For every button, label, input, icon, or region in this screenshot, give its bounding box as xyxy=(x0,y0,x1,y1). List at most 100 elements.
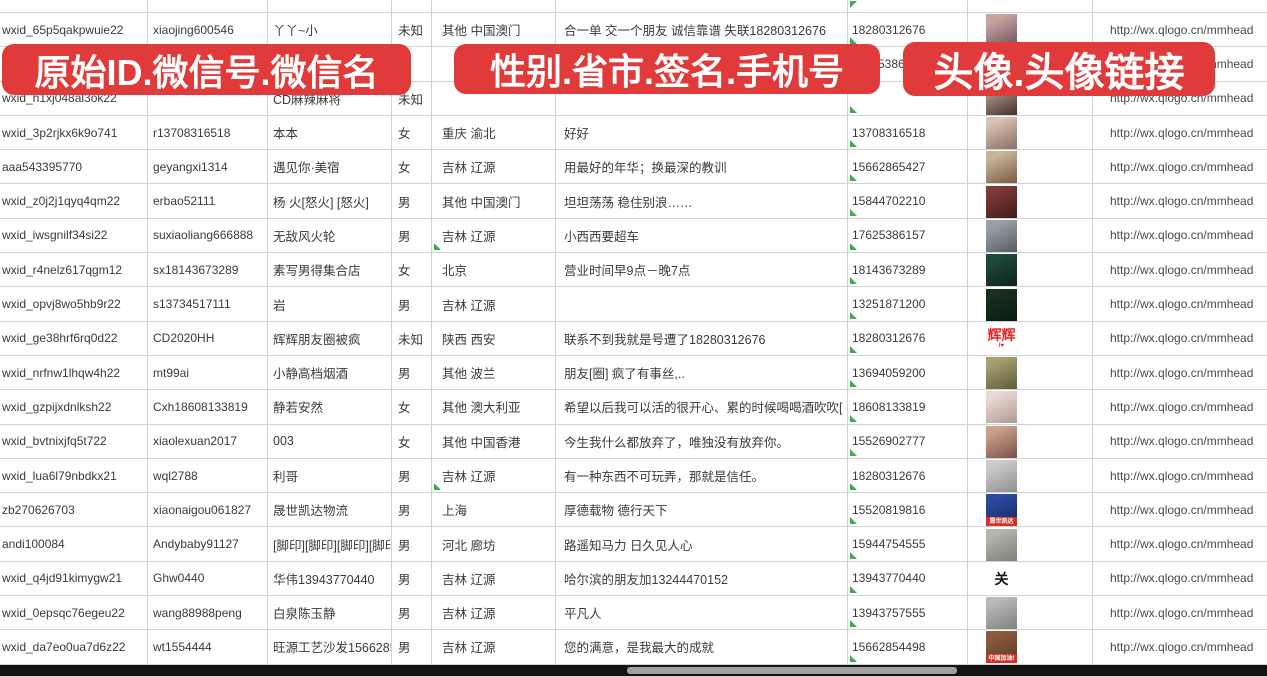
cell-wechat-name[interactable]: 旺源工艺沙发15662854 xyxy=(268,630,392,665)
cell-phone[interactable]: 15844702210 xyxy=(848,184,968,219)
cell-wechat-id[interactable]: Cxh18608133819 xyxy=(148,390,268,425)
cell-signature[interactable]: 希望以后我可以活的很开心、累的时候喝喝酒吹吹[ xyxy=(556,390,848,425)
cell-wechat-name[interactable] xyxy=(268,0,392,13)
cell-wechat-name[interactable]: 本本 xyxy=(268,115,392,151)
cell-signature[interactable]: 好好 xyxy=(556,115,848,151)
cell-gender[interactable]: 女 xyxy=(392,150,432,185)
cell-avatar-link[interactable]: http://wx.qlogo.cn/mmhead xyxy=(1093,13,1267,48)
cell-wechat-name[interactable]: 丫丫~小 xyxy=(268,13,392,48)
cell-region[interactable]: 陕西 西安 xyxy=(432,321,556,356)
cell-avatar[interactable] xyxy=(968,596,1093,631)
cell-original-id[interactable]: andi100084 xyxy=(0,527,148,562)
cell-avatar-link[interactable]: http://wx.qlogo.cn/mmhead xyxy=(1093,458,1267,494)
cell-avatar[interactable] xyxy=(968,458,1093,494)
cell-wechat-name[interactable]: 003 xyxy=(268,424,392,459)
cell-gender[interactable]: 男 xyxy=(392,493,432,528)
cell-wechat-id[interactable]: Andybaby91127 xyxy=(148,527,268,562)
cell-original-id[interactable]: zb270626703 xyxy=(0,493,148,528)
cell-avatar-link[interactable]: http://wx.qlogo.cn/mmhead xyxy=(1093,630,1267,665)
cell-region[interactable]: 吉林 辽源 xyxy=(432,596,556,631)
cell-signature[interactable]: 朋友[圈] 疯了有事丝,.. xyxy=(556,355,848,391)
cell-phone[interactable]: 13943757555 xyxy=(848,596,968,631)
cell-region[interactable]: 上海 xyxy=(432,493,556,528)
cell-original-id[interactable]: wxid_z0j2j1qyq4qm22 xyxy=(0,184,148,219)
cell-original-id[interactable]: wxid_65p5qakpwuie22 xyxy=(0,13,148,48)
cell-original-id[interactable]: wxid_gzpijxdnlksh22 xyxy=(0,390,148,425)
cell-avatar[interactable] xyxy=(968,527,1093,562)
cell-gender[interactable]: 男 xyxy=(392,527,432,562)
cell-gender[interactable]: 女 xyxy=(392,253,432,288)
cell-wechat-name[interactable]: 素写男得集合店 xyxy=(268,253,392,288)
cell-region[interactable]: 其他 澳大利亚 xyxy=(432,390,556,425)
cell-gender[interactable] xyxy=(392,0,432,13)
cell-signature[interactable]: 厚德载物 德行天下 xyxy=(556,493,848,528)
cell-avatar-link[interactable]: http://wx.qlogo.cn/mmhead xyxy=(1093,424,1267,459)
cell-phone[interactable]: 18608133819 xyxy=(848,390,968,425)
cell-wechat-id[interactable]: mt99ai xyxy=(148,355,268,391)
cell-avatar-link[interactable]: http://wx.qlogo.cn/mmhead xyxy=(1093,561,1267,597)
cell-phone[interactable] xyxy=(848,0,968,13)
cell-signature[interactable]: 用最好的年华；换最深的教训 xyxy=(556,150,848,185)
cell-gender[interactable]: 男 xyxy=(392,287,432,322)
cell-signature[interactable]: 路遥知马力 日久见人心 xyxy=(556,527,848,562)
cell-wechat-id[interactable]: suxiaoliang666888 xyxy=(148,218,268,254)
cell-region[interactable]: 吉林 辽源 xyxy=(432,150,556,185)
cell-gender[interactable]: 未知 xyxy=(392,321,432,356)
cell-wechat-name[interactable]: 利哥 xyxy=(268,458,392,494)
cell-avatar-link[interactable]: http://wx.qlogo.cn/mmhead xyxy=(1093,390,1267,425)
cell-wechat-id[interactable]: geyangxi1314 xyxy=(148,150,268,185)
cell-phone[interactable]: 13708316518 xyxy=(848,115,968,151)
cell-region[interactable]: 吉林 辽源 xyxy=(432,218,556,254)
cell-avatar-link[interactable]: http://wx.qlogo.cn/mmhead xyxy=(1093,150,1267,185)
cell-original-id[interactable]: wxid_bvtnixjfq5t722 xyxy=(0,424,148,459)
cell-gender[interactable]: 男 xyxy=(392,561,432,597)
cell-phone[interactable]: 17625386157 xyxy=(848,218,968,254)
cell-wechat-id[interactable]: xiaonaigou061827 xyxy=(148,493,268,528)
cell-wechat-name[interactable]: [脚印][脚印][脚印][脚印 xyxy=(268,527,392,562)
cell-original-id[interactable]: wxid_da7eo0ua7d6z22 xyxy=(0,630,148,665)
cell-wechat-name[interactable]: 杨 火[怒火] [怒火] xyxy=(268,184,392,219)
cell-phone[interactable]: 15662854498 xyxy=(848,630,968,665)
cell-phone[interactable]: 15526902777 xyxy=(848,424,968,459)
cell-phone[interactable]: 18280312676 xyxy=(848,458,968,494)
cell-original-id[interactable]: aaa543395770 xyxy=(0,150,148,185)
cell-original-id[interactable]: wxid_iwsgnilf34si22 xyxy=(0,218,148,254)
cell-original-id[interactable]: wxid_lua6l79nbdkx21 xyxy=(0,458,148,494)
cell-wechat-id[interactable]: wt1554444 xyxy=(148,630,268,665)
cell-signature[interactable]: 坦坦荡荡 稳住别浪…… xyxy=(556,184,848,219)
cell-phone[interactable]: 15520819816 xyxy=(848,493,968,528)
cell-signature[interactable]: 今生我什么都放弃了，唯独没有放弃你。 xyxy=(556,424,848,459)
cell-original-id[interactable]: wxid_ge38hrf6rq0d22 xyxy=(0,321,148,356)
cell-signature[interactable]: 小西西要超车 xyxy=(556,218,848,254)
cell-gender[interactable]: 男 xyxy=(392,218,432,254)
cell-avatar[interactable] xyxy=(968,184,1093,219)
cell-wechat-name[interactable]: 静若安然 xyxy=(268,390,392,425)
cell-wechat-name[interactable]: 无敌风火轮 xyxy=(268,218,392,254)
cell-region[interactable]: 重庆 渝北 xyxy=(432,115,556,151)
cell-original-id[interactable]: wxid_0epsqc76egeu22 xyxy=(0,596,148,631)
cell-avatar[interactable] xyxy=(968,424,1093,459)
cell-region[interactable] xyxy=(432,0,556,13)
cell-wechat-id[interactable]: erbao52111 xyxy=(148,184,268,219)
cell-avatar-link[interactable]: http://wx.qlogo.cn/mmhead xyxy=(1093,184,1267,219)
cell-phone[interactable]: 13251871200 xyxy=(848,287,968,322)
cell-gender[interactable]: 男 xyxy=(392,630,432,665)
cell-avatar-link[interactable]: http://wx.qlogo.cn/mmhead xyxy=(1093,527,1267,562)
horizontal-scrollbar-track[interactable] xyxy=(0,665,1267,676)
cell-avatar[interactable]: 关 xyxy=(968,561,1093,597)
cell-phone[interactable]: 15944754555 xyxy=(848,527,968,562)
cell-signature[interactable]: 有一种东西不可玩弄，那就是信任。 xyxy=(556,458,848,494)
cell-region[interactable]: 吉林 辽源 xyxy=(432,458,556,494)
cell-signature[interactable]: 平凡人 xyxy=(556,596,848,631)
cell-region[interactable]: 其他 中国香港 xyxy=(432,424,556,459)
cell-avatar-link[interactable]: http://wx.qlogo.cn/mmhead xyxy=(1093,321,1267,356)
cell-original-id[interactable]: wxid_q4jd91kimygw21 xyxy=(0,561,148,597)
cell-wechat-id[interactable]: sx18143673289 xyxy=(148,253,268,288)
cell-original-id[interactable] xyxy=(0,0,148,13)
cell-signature[interactable]: 营业时间早9点－晚7点 xyxy=(556,253,848,288)
cell-wechat-id[interactable]: xiaolexuan2017 xyxy=(148,424,268,459)
cell-original-id[interactable]: wxid_opvj8wo5hb9r22 xyxy=(0,287,148,322)
cell-wechat-name[interactable]: 华伟13943770440 xyxy=(268,561,392,597)
cell-signature[interactable]: 哈尔滨的朋友加13244470152 xyxy=(556,561,848,597)
cell-original-id[interactable]: wxid_nrfnw1lhqw4h22 xyxy=(0,355,148,391)
